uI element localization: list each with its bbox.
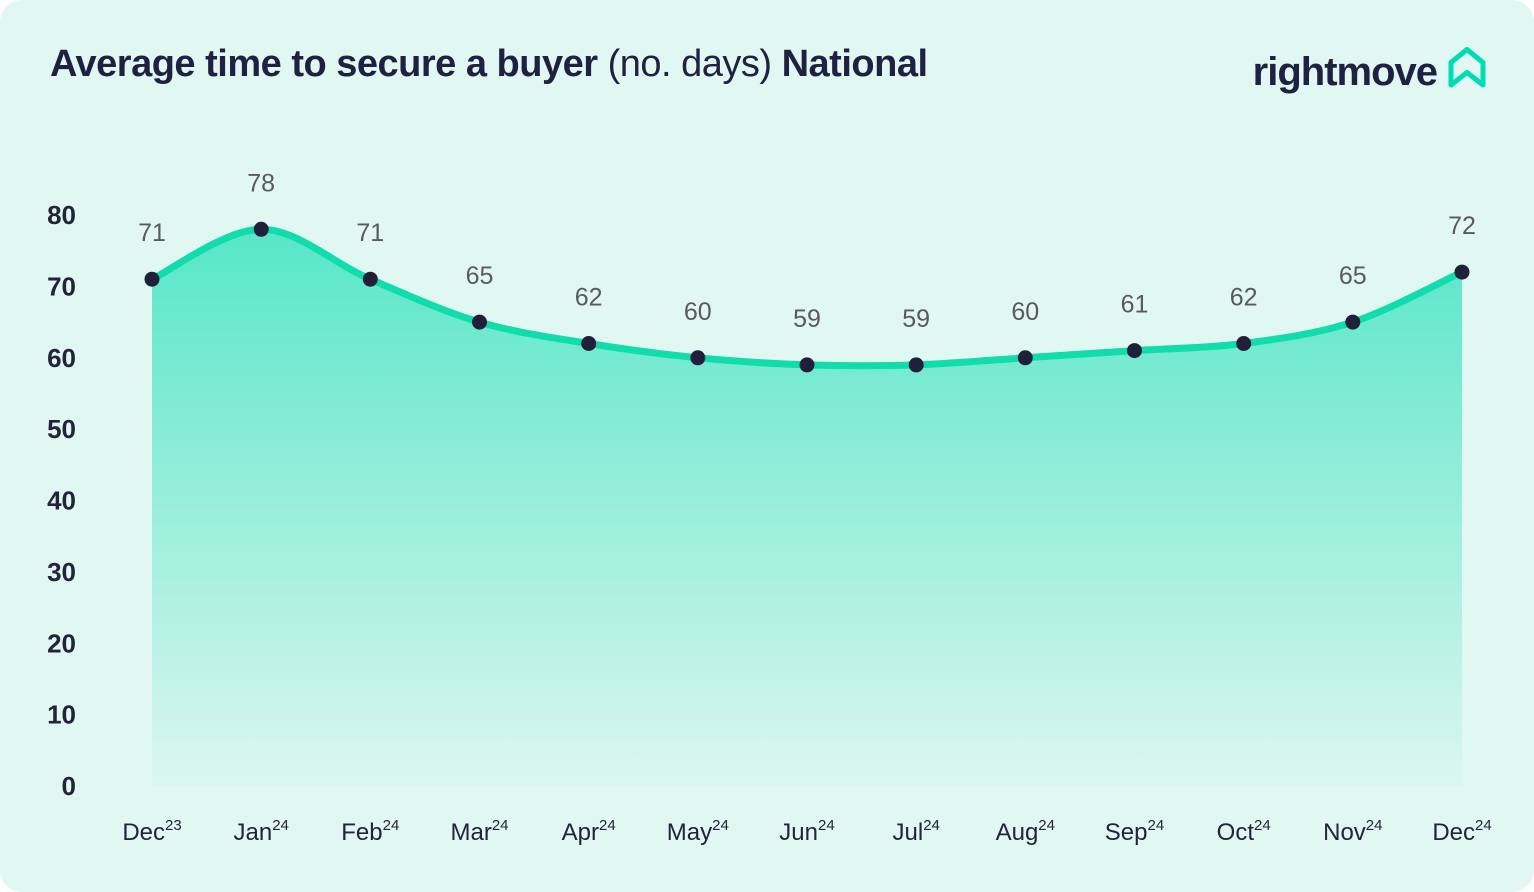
data-point <box>581 336 597 351</box>
x-axis-tick-label: May24 <box>667 817 729 846</box>
y-axis-tick-label: 20 <box>47 628 76 658</box>
data-point-label: 59 <box>902 305 930 333</box>
title-main: Average time to secure a buyer <box>50 43 598 85</box>
chart-header: Average time to secure a buyer (no. days… <box>50 43 1490 100</box>
y-axis-tick-label: 30 <box>47 557 76 587</box>
data-point <box>472 314 487 330</box>
data-point-label: 62 <box>1230 284 1258 312</box>
y-axis-tick-label: 60 <box>47 343 76 373</box>
data-point <box>1127 343 1142 359</box>
data-point <box>1017 350 1033 366</box>
data-point <box>690 350 706 366</box>
x-axis-tick-label: Aug24 <box>996 817 1055 846</box>
area-fill <box>152 229 1462 787</box>
x-axis-tick-label: Mar24 <box>450 817 508 846</box>
data-point-label: 78 <box>247 169 275 197</box>
x-axis-tick-label: Dec23 <box>122 817 181 846</box>
x-axis-tick-label: Jun24 <box>779 817 834 846</box>
x-axis-tick-label: Sep24 <box>1105 817 1164 846</box>
x-axis-tick-label: Jan24 <box>234 817 289 846</box>
title-sub: (no. days) <box>607 43 772 85</box>
data-point <box>362 271 378 287</box>
title-region: National <box>781 43 928 85</box>
data-point-label: 62 <box>575 284 603 312</box>
data-point-label: 65 <box>466 262 494 290</box>
data-point-label: 71 <box>356 219 384 247</box>
rightmove-logo: rightmove <box>1253 44 1490 100</box>
y-axis-tick-label: 10 <box>47 700 76 730</box>
x-axis-tick-label: Jul24 <box>893 817 940 846</box>
data-point-label: 61 <box>1121 291 1149 319</box>
home-icon <box>1448 47 1486 88</box>
data-point-label: 65 <box>1339 262 1367 290</box>
data-point <box>908 357 924 373</box>
data-point-label: 59 <box>793 305 821 333</box>
x-axis-tick-label: Nov24 <box>1323 817 1382 846</box>
y-axis-tick-label: 50 <box>47 414 76 444</box>
data-point <box>1236 336 1252 351</box>
data-point-label: 72 <box>1448 212 1476 240</box>
data-point <box>1345 314 1361 330</box>
data-point-label: 71 <box>138 219 166 247</box>
x-axis-tick-label: Dec24 <box>1432 817 1491 846</box>
data-point <box>144 271 160 287</box>
page-title: Average time to secure a buyer (no. days… <box>50 43 928 86</box>
x-axis-tick-label: Feb24 <box>341 817 399 846</box>
logo-text: rightmove <box>1252 50 1438 94</box>
data-point <box>1454 264 1470 280</box>
data-point-label: 60 <box>1011 298 1039 326</box>
x-axis-tick-label: Oct24 <box>1217 817 1271 846</box>
y-axis-tick-label: 80 <box>47 200 76 230</box>
y-axis-tick-label: 40 <box>47 486 76 516</box>
y-axis-tick-label: 70 <box>47 271 76 301</box>
data-point <box>799 357 815 373</box>
data-point-label: 60 <box>684 298 712 326</box>
home-icon-path <box>1448 47 1486 88</box>
data-point <box>253 221 269 237</box>
y-axis-tick-label: 0 <box>62 771 76 801</box>
x-axis-tick-label: Apr24 <box>562 817 616 846</box>
